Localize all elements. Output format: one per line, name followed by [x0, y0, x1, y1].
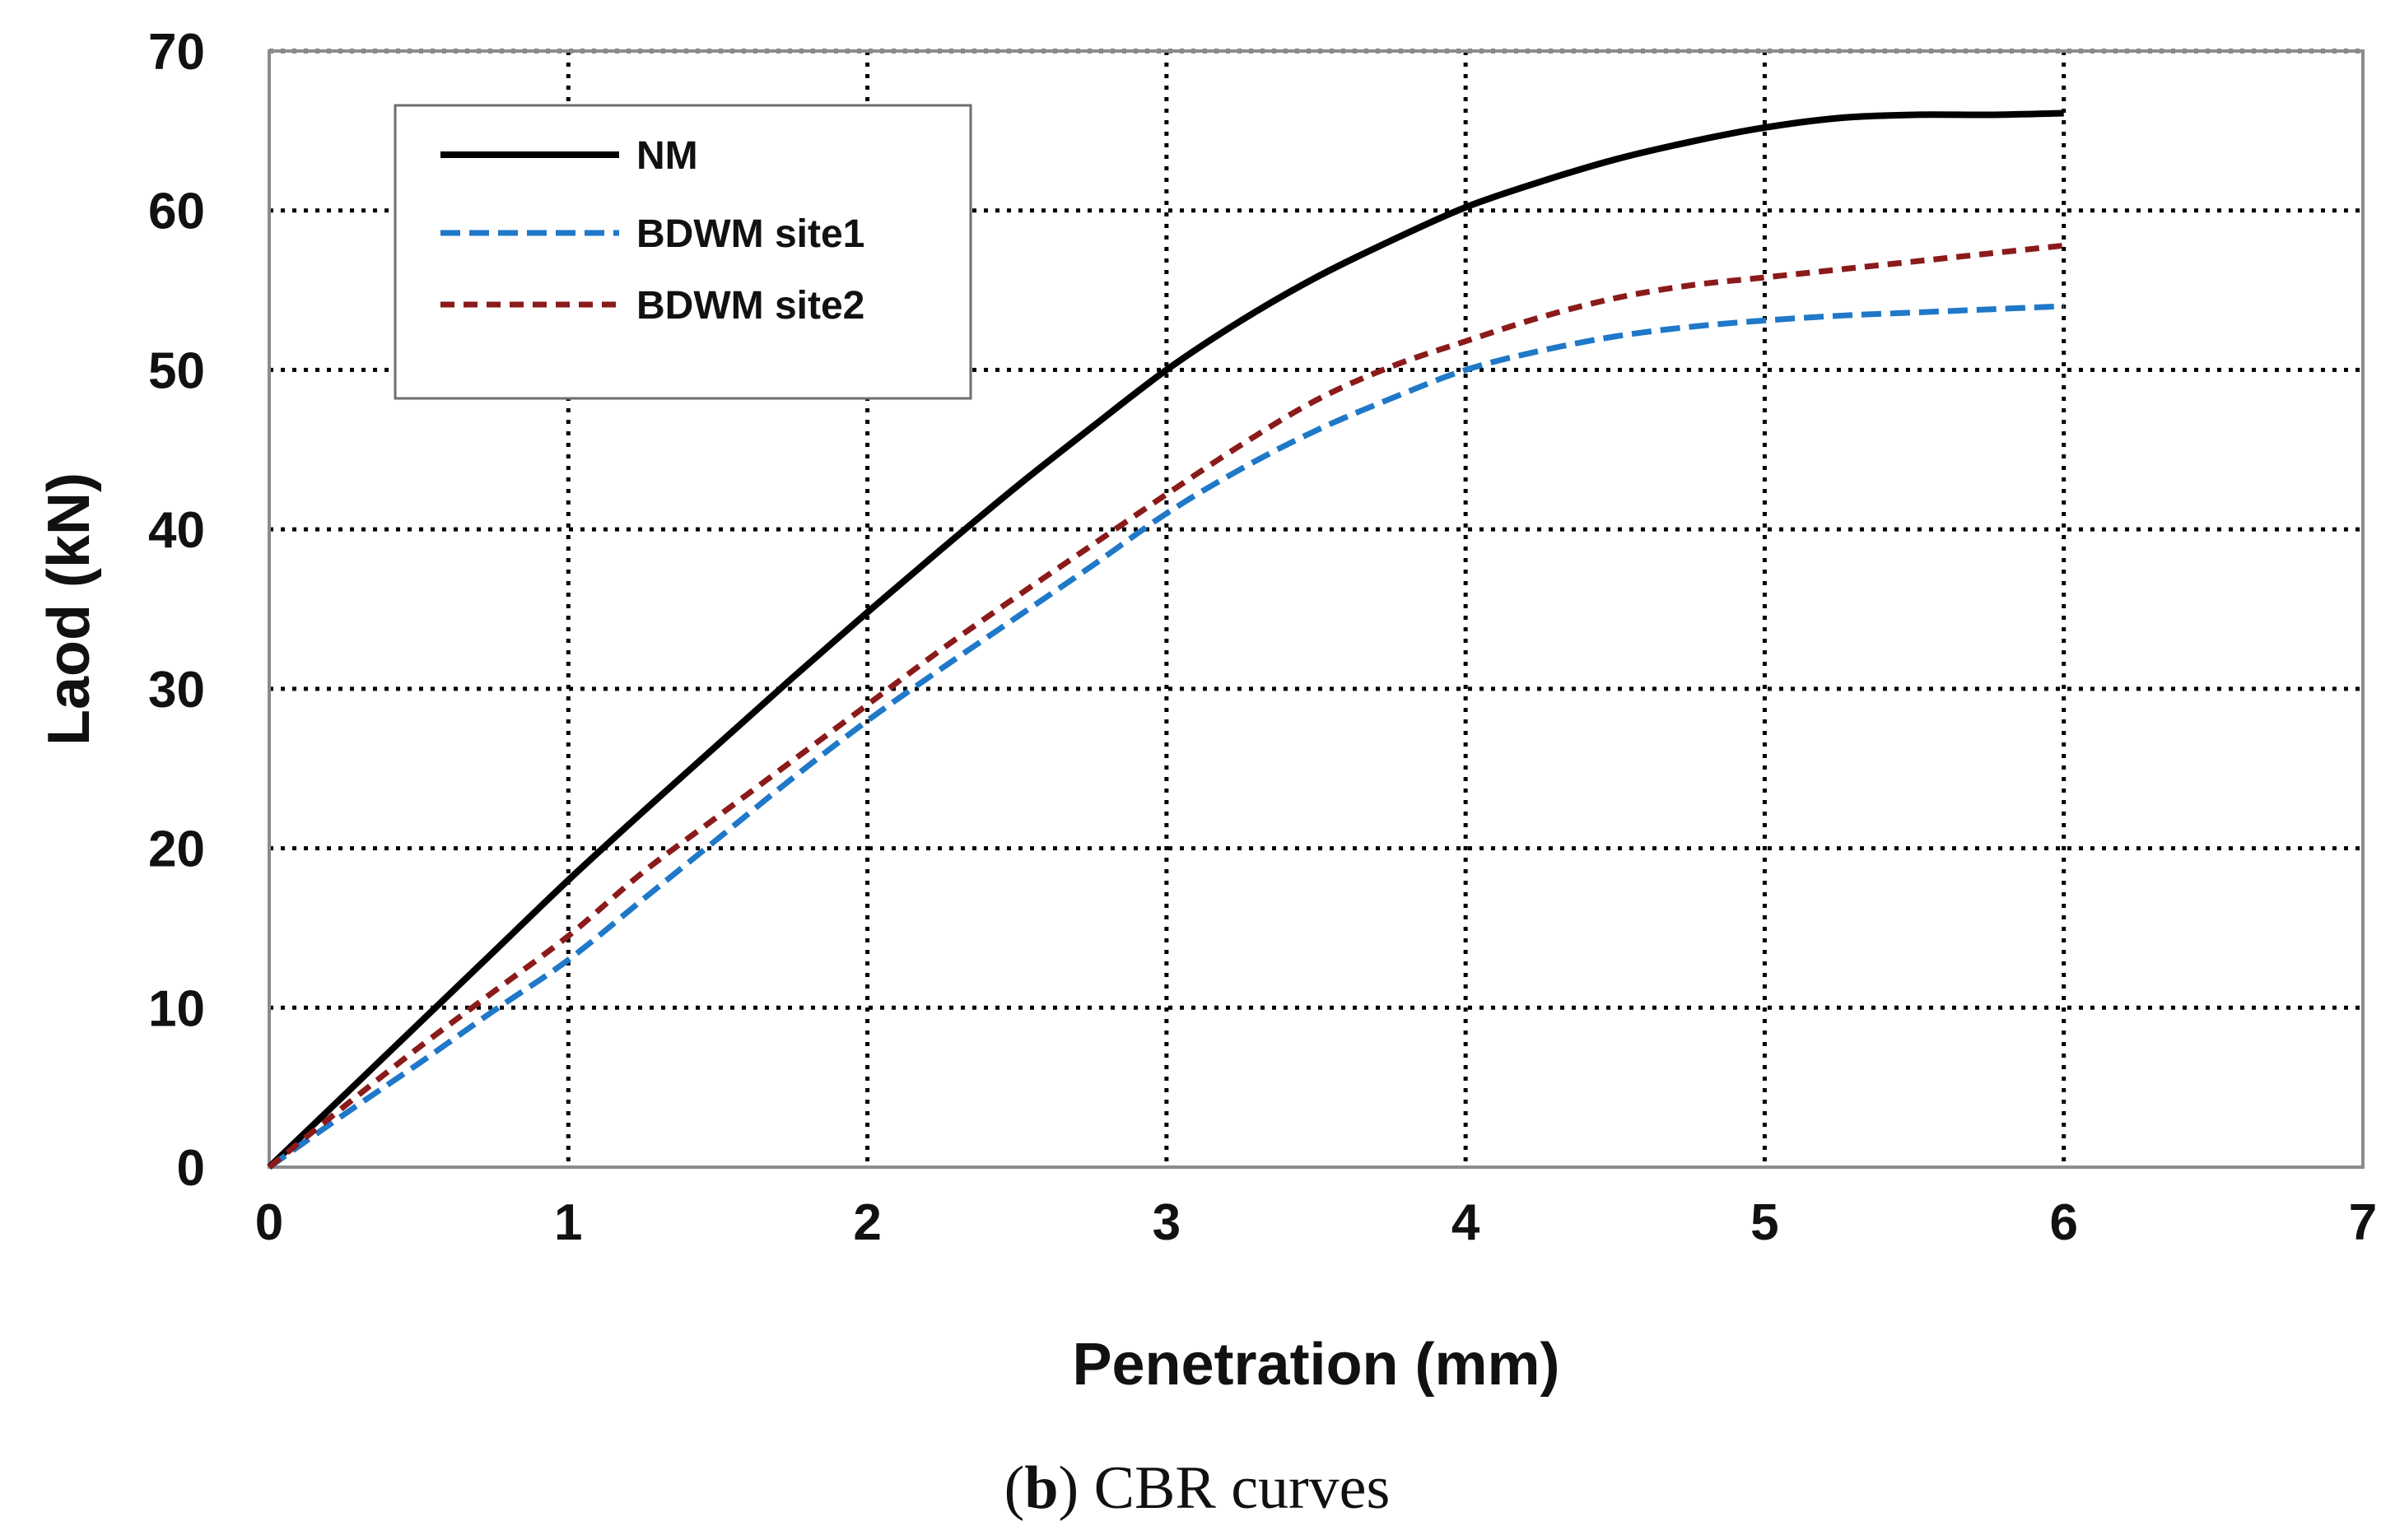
figure-caption: (b) CBR curves: [1004, 1454, 1391, 1522]
y-tick-label: 60: [148, 184, 205, 240]
caption-letter: b: [1024, 1454, 1058, 1522]
y-axis-title: Laod (kN): [36, 472, 102, 746]
y-tick-label: 10: [148, 980, 205, 1037]
caption-close-paren: ): [1058, 1454, 1079, 1522]
x-axis-title: Penetration (mm): [1072, 1332, 1559, 1398]
x-tick-label: 0: [255, 1194, 283, 1251]
y-tick-label: 70: [148, 24, 205, 81]
legend: NM BDWM site1 BDWM site2: [394, 104, 972, 400]
legend-label-bdwm-site2: BDWM site2: [636, 284, 864, 328]
series-line-bdwm-site1: [267, 303, 2064, 1170]
legend-label-bdwm-site1: BDWM site1: [636, 212, 864, 256]
x-tick-label: 4: [1451, 1194, 1480, 1251]
x-tick-label: 3: [1153, 1194, 1181, 1251]
series-line-bdwm-site2: [267, 242, 2065, 1170]
x-tick-label: 1: [554, 1194, 582, 1251]
x-tick-label: 5: [1750, 1194, 1778, 1251]
y-tick-label: 50: [148, 342, 205, 399]
caption-open-paren: (: [1004, 1454, 1025, 1522]
plot-frame: [268, 49, 2365, 1169]
y-tick-label: 0: [177, 1140, 205, 1197]
series-lines: [267, 109, 2065, 1170]
y-tick-label: 40: [148, 502, 205, 559]
caption-text: CBR curves: [1079, 1454, 1390, 1522]
x-tick-label: 7: [2349, 1194, 2377, 1251]
y-tick-label: 20: [148, 821, 205, 878]
x-tick-label: 6: [2049, 1194, 2077, 1251]
legend-label-nm: NM: [636, 134, 698, 178]
x-tick-label: 2: [853, 1194, 881, 1251]
series-line-nm: [267, 109, 2064, 1170]
y-tick-label: 30: [148, 662, 205, 719]
